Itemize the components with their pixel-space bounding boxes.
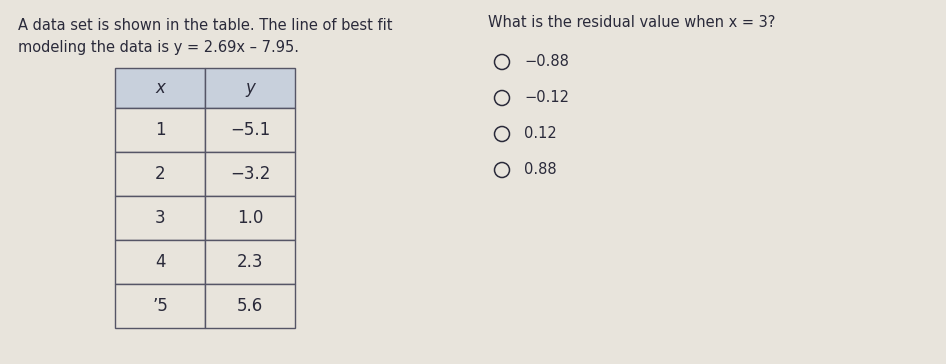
FancyBboxPatch shape [205, 68, 295, 108]
Text: What is the residual value when x = 3?: What is the residual value when x = 3? [488, 15, 776, 30]
Text: −0.88: −0.88 [524, 55, 569, 70]
FancyBboxPatch shape [115, 152, 205, 196]
FancyBboxPatch shape [115, 196, 205, 240]
Text: 1: 1 [155, 121, 166, 139]
FancyBboxPatch shape [205, 240, 295, 284]
Text: −5.1: −5.1 [230, 121, 271, 139]
FancyBboxPatch shape [205, 152, 295, 196]
FancyBboxPatch shape [115, 108, 205, 152]
Text: 4: 4 [155, 253, 166, 271]
Text: ʼ5: ʼ5 [152, 297, 168, 315]
Text: −3.2: −3.2 [230, 165, 271, 183]
FancyBboxPatch shape [205, 108, 295, 152]
FancyBboxPatch shape [115, 68, 205, 108]
Text: 3: 3 [155, 209, 166, 227]
Text: 0.88: 0.88 [524, 162, 556, 178]
FancyBboxPatch shape [205, 196, 295, 240]
Text: 2: 2 [155, 165, 166, 183]
FancyBboxPatch shape [205, 284, 295, 328]
FancyBboxPatch shape [115, 240, 205, 284]
Text: 1.0: 1.0 [236, 209, 263, 227]
Text: 2.3: 2.3 [236, 253, 263, 271]
Text: 5.6: 5.6 [236, 297, 263, 315]
Text: A data set is shown in the table. The line of best fit: A data set is shown in the table. The li… [18, 18, 393, 33]
Text: −0.12: −0.12 [524, 91, 569, 106]
Text: 0.12: 0.12 [524, 127, 557, 142]
Text: x: x [155, 79, 165, 97]
FancyBboxPatch shape [115, 284, 205, 328]
Text: modeling the data is y = 2.69x – 7.95.: modeling the data is y = 2.69x – 7.95. [18, 40, 299, 55]
Text: y: y [245, 79, 254, 97]
